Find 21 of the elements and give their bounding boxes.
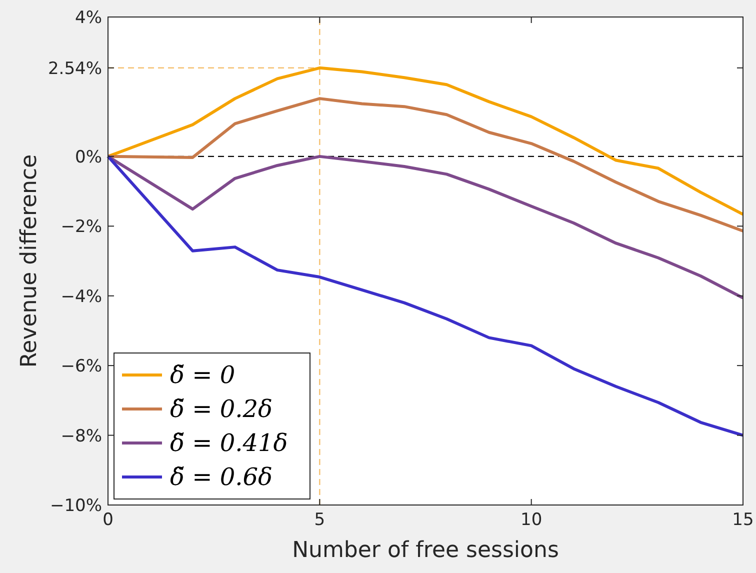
legend-label: δ̃ = 0.2δ — [170, 395, 272, 423]
y-tick-label: −8% — [60, 426, 102, 446]
y-tick-label: 2.54% — [48, 58, 102, 79]
line-series — [106, 66, 744, 216]
x-tick-label: 0 — [102, 510, 114, 530]
y-tick-label: 4% — [75, 8, 102, 28]
y-tick-label: −2% — [60, 217, 102, 238]
y-tick-label: −6% — [60, 356, 102, 377]
legend-label: δ̃ = 0.6δ — [170, 463, 272, 491]
x-axis-title: Number of free sessions — [292, 538, 559, 563]
line-series — [106, 97, 744, 233]
x-tick-label: 15 — [732, 510, 754, 530]
x-tick-label: 5 — [314, 510, 326, 530]
y-tick-label: −4% — [60, 286, 102, 307]
y-tick-label: 0% — [75, 147, 102, 168]
y-tick-label: −10% — [50, 496, 102, 516]
y-axis-title: Revenue difference — [17, 154, 42, 368]
legend-label: δ̃ = 0 — [170, 361, 236, 389]
legend-label: δ̃ = 0.41δ — [170, 429, 288, 457]
x-tick-label: 10 — [520, 510, 542, 530]
line-series — [106, 154, 744, 300]
